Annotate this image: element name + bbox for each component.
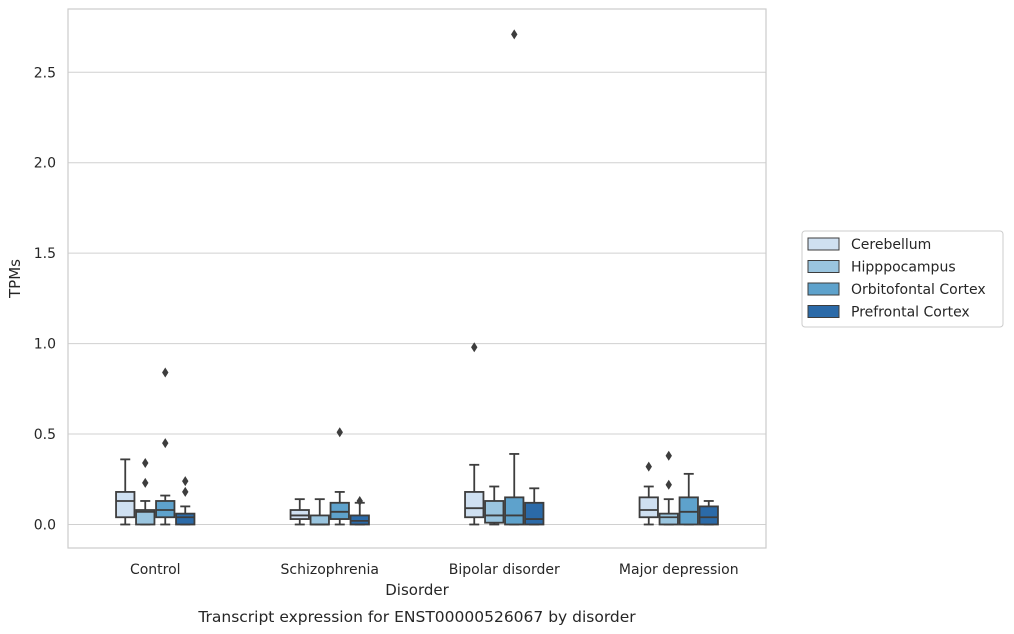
box-group	[678, 472, 699, 526]
box	[678, 496, 699, 526]
box-group	[175, 476, 196, 526]
outlier-point	[182, 486, 189, 497]
legend-frame	[801, 230, 1004, 328]
box	[135, 509, 156, 526]
box	[524, 501, 545, 526]
box-group	[658, 450, 679, 526]
x-axis-ticks: Control Schizophrenia Bipolar disorder Majo…	[130, 562, 739, 578]
y-tick-label: 1.5	[34, 246, 56, 262]
plot-frame	[67, 8, 767, 549]
y-tick-label: 0.5	[34, 427, 56, 443]
x-tick-label: Bipolar disorder	[449, 562, 560, 578]
box	[504, 496, 525, 526]
box	[289, 509, 310, 520]
box-group	[464, 342, 485, 526]
grid-lines	[68, 71, 766, 525]
outlier-point	[142, 477, 149, 488]
y-tick-label: 2.0	[34, 156, 56, 172]
legend-swatch	[807, 282, 840, 296]
legend-label: Hipppocampus	[851, 260, 956, 276]
box-group	[524, 487, 545, 526]
box-group	[155, 367, 176, 526]
box-group	[329, 427, 350, 526]
box-group	[135, 457, 156, 526]
outlier-point	[182, 476, 189, 487]
x-axis-label: Disorder	[385, 581, 449, 599]
x-tick-label: Schizophrenia	[281, 562, 379, 578]
box	[484, 500, 505, 524]
box-group	[349, 495, 370, 526]
outlier-point	[336, 427, 343, 438]
boxes	[115, 29, 719, 526]
box-group	[504, 29, 525, 526]
y-tick-label: 0.0	[34, 517, 56, 533]
box-group	[309, 498, 330, 526]
box	[464, 491, 485, 519]
legend-swatch	[807, 260, 840, 273]
box	[155, 500, 176, 519]
outlier-point	[162, 438, 169, 449]
outlier-point	[645, 461, 652, 472]
box-group	[115, 458, 136, 526]
y-axis-ticks: 0.0 0.5 1.0 1.5 2.0 2.5	[34, 65, 56, 533]
legend-swatch	[807, 305, 840, 318]
legend-label: Cerebellum	[851, 237, 931, 253]
y-axis-label: TPMs	[6, 259, 24, 299]
box	[115, 491, 136, 519]
y-tick-label: 2.5	[34, 65, 56, 81]
box	[698, 505, 719, 526]
x-tick-label: Control	[130, 562, 181, 578]
outlier-point	[142, 457, 149, 468]
legend: Cerebellum Hipppocampus Orbitofontal Corte…	[801, 230, 1004, 328]
chart-caption: Transcript expression for ENST0000052606…	[197, 608, 636, 626]
box-group	[484, 485, 505, 526]
box	[329, 501, 350, 520]
outlier-point	[471, 342, 478, 353]
box	[658, 512, 679, 526]
box	[638, 496, 659, 519]
y-tick-label: 1.0	[34, 337, 56, 353]
outlier-point	[511, 29, 518, 40]
legend-label: Orbitofontal Cortex	[851, 282, 986, 298]
outlier-point	[162, 367, 169, 378]
legend-label: Prefrontal Cortex	[851, 305, 970, 321]
box-group	[289, 498, 310, 526]
outlier-point	[665, 479, 672, 490]
box	[175, 512, 196, 526]
x-tick-label: Major depression	[619, 562, 739, 578]
box	[309, 514, 330, 526]
outlier-point	[665, 450, 672, 461]
box-group	[638, 461, 659, 526]
outlier-point	[356, 495, 363, 506]
box	[349, 514, 370, 526]
legend-swatch	[807, 237, 840, 251]
box-group	[698, 500, 719, 526]
